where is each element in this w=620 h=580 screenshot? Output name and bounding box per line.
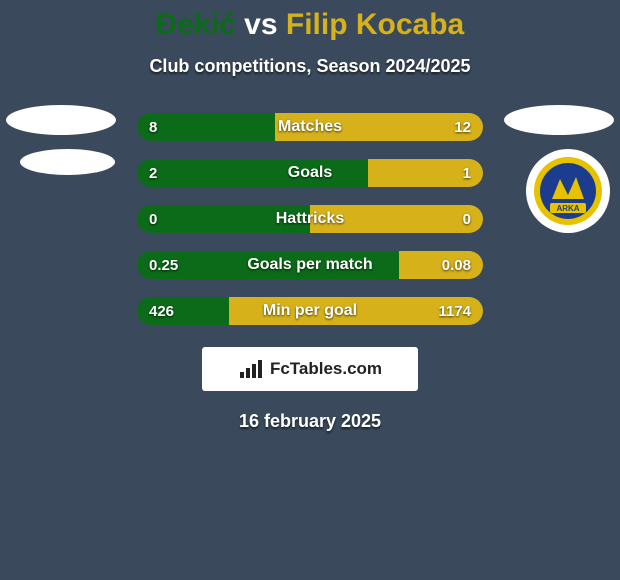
brand-text: FcTables.com: [270, 359, 382, 379]
page-title: Đekić vs Filip Kocaba: [0, 0, 620, 42]
stat-bar-track: [137, 113, 483, 141]
stat-row: 0.250.08Goals per match: [137, 251, 483, 279]
title-player1: Đekić: [156, 8, 236, 41]
stat-rows: 812Matches21Goals00Hattricks0.250.08Goal…: [137, 113, 483, 325]
stat-bar-track: [137, 205, 483, 233]
subtitle: Club competitions, Season 2024/2025: [0, 56, 620, 77]
title-player2: Filip Kocaba: [286, 8, 464, 41]
club-badge: ARKA: [526, 149, 610, 233]
stat-bar-track: [137, 297, 483, 325]
stat-value-right: 0.08: [442, 251, 471, 279]
stat-bar-track: [137, 159, 483, 187]
stat-value-right: 12: [454, 113, 471, 141]
stat-value-left: 426: [149, 297, 174, 325]
stat-bar-right: [310, 205, 483, 233]
stat-bar-left: [137, 159, 368, 187]
stat-row: 812Matches: [137, 113, 483, 141]
stat-value-left: 0: [149, 205, 157, 233]
avatar-placeholder: [20, 149, 115, 175]
stat-value-left: 8: [149, 113, 157, 141]
stat-value-left: 0.25: [149, 251, 178, 279]
stat-value-right: 1: [463, 159, 471, 187]
stat-value-right: 1174: [438, 297, 471, 325]
svg-text:ARKA: ARKA: [556, 204, 579, 213]
right-avatar-group: ARKA: [504, 105, 614, 233]
stat-value-right: 0: [463, 205, 471, 233]
chart-area: ARKA 812Matches21Goals00Hattricks0.250.0…: [0, 113, 620, 325]
club-badge-icon: ARKA: [532, 155, 604, 227]
avatar-placeholder: [504, 105, 614, 135]
stat-row: 21Goals: [137, 159, 483, 187]
date-text: 16 february 2025: [0, 411, 620, 432]
avatar-placeholder: [6, 105, 116, 135]
bar-chart-icon: [238, 358, 264, 380]
stat-row: 4261174Min per goal: [137, 297, 483, 325]
left-avatar-group: [6, 105, 116, 189]
stat-value-left: 2: [149, 159, 157, 187]
stat-bar-track: [137, 251, 483, 279]
stat-bar-left: [137, 205, 310, 233]
stat-row: 00Hattricks: [137, 205, 483, 233]
title-vs: vs: [244, 8, 277, 41]
brand-box: FcTables.com: [202, 347, 418, 391]
stat-bar-right: [275, 113, 483, 141]
stat-bar-left: [137, 113, 275, 141]
infographic: Đekić vs Filip Kocaba Club competitions,…: [0, 0, 620, 432]
